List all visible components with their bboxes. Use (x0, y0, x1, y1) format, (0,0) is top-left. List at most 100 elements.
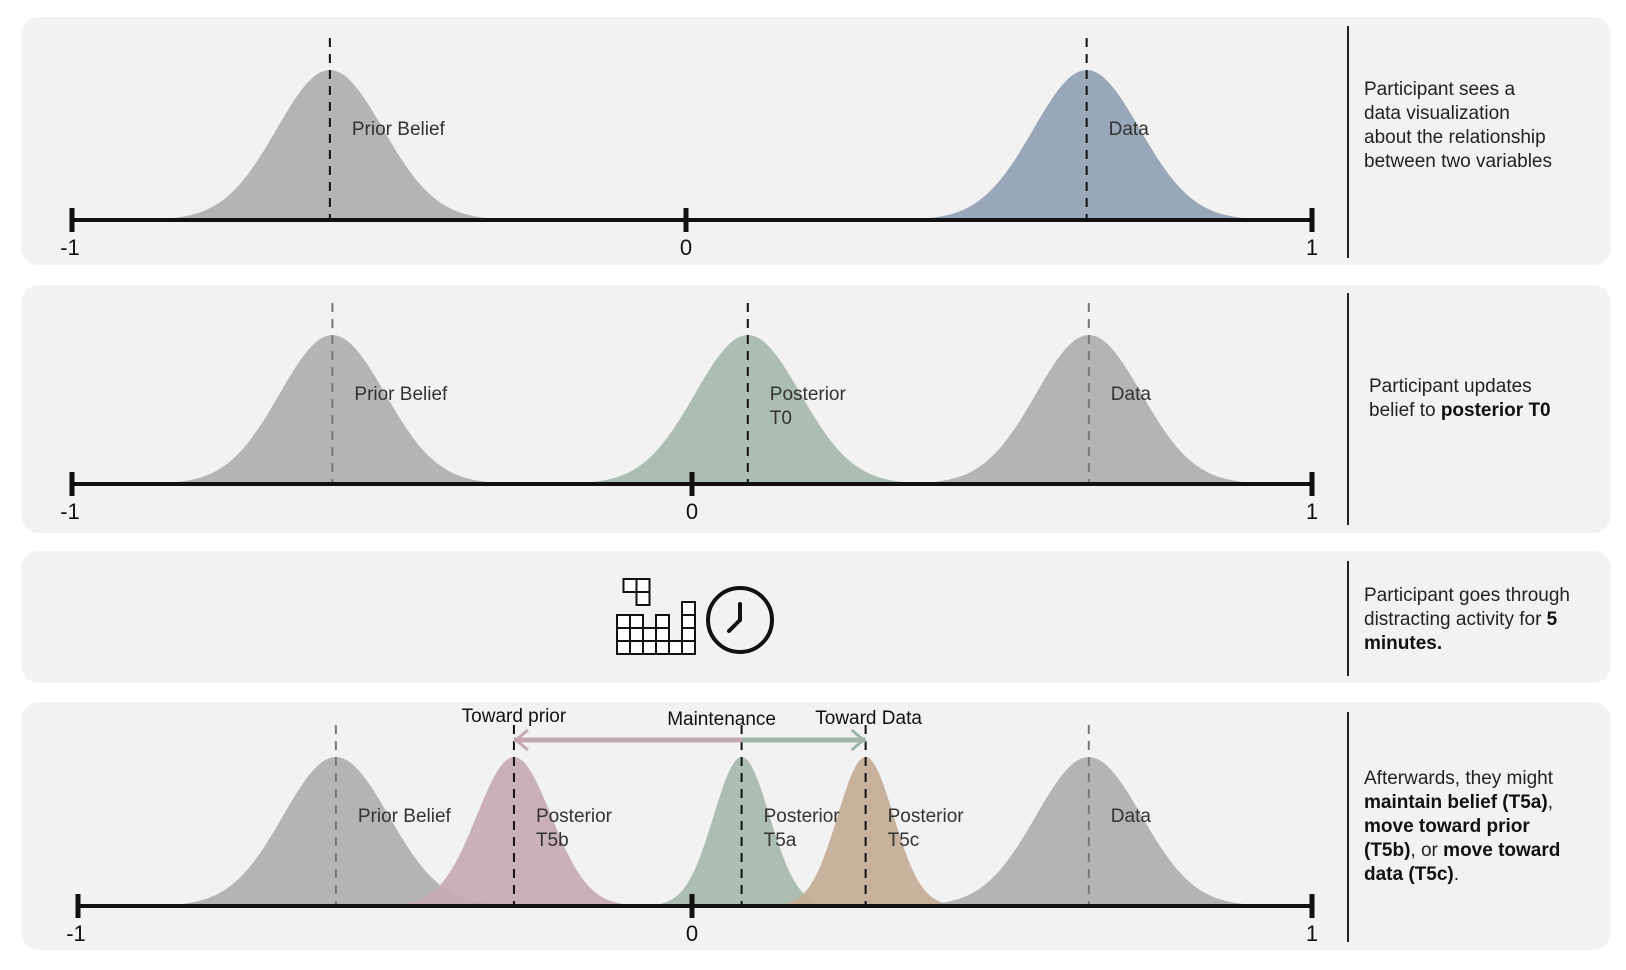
divider-3 (1347, 561, 1349, 676)
caption-line: data (T5c). (1364, 863, 1560, 887)
caption-line: maintain belief (T5a), (1364, 791, 1560, 815)
caption-text: data visualization (1364, 103, 1510, 124)
caption-line: data visualization (1364, 102, 1552, 126)
tetris-icon (629, 614, 644, 629)
curve-label: Posterior (536, 806, 613, 827)
caption-text: about the relationship (1364, 127, 1546, 148)
curve-label: T0 (770, 408, 792, 429)
axis-tick-label: -1 (60, 499, 80, 524)
curve-label: Posterior (888, 806, 965, 827)
caption-text: distracting activity for (1364, 609, 1547, 630)
curve-label: Data (1109, 119, 1150, 140)
tetris-icon (616, 627, 631, 642)
tetris-icon (616, 614, 631, 629)
caption-bold-text: maintain belief (T5a) (1364, 792, 1548, 813)
arrowhead-left (513, 728, 529, 752)
caption-text: belief to (1369, 400, 1441, 421)
caption-bold-text: posterior T0 (1440, 400, 1551, 421)
divider-4 (1347, 712, 1349, 942)
caption-bold-text: move toward prior (1364, 816, 1530, 837)
clock-icon (706, 586, 774, 654)
tetris-icon (622, 578, 638, 593)
curve-label: Prior Belief (354, 384, 448, 405)
arrow-label-toward-prior: Toward prior (462, 706, 567, 727)
caption-text: Participant sees a (1364, 79, 1516, 100)
tetris-icon (681, 640, 696, 655)
distribution-curve (748, 757, 983, 906)
caption-bold-text: move toward (1443, 840, 1561, 861)
curve-label: Posterior (770, 384, 847, 405)
caption-panel-1: Participant sees a data visualization abou… (1364, 78, 1552, 174)
curve-label: T5a (764, 830, 797, 851)
caption-bold-text: (T5b) (1364, 840, 1411, 861)
axis-tick-label: -1 (60, 235, 80, 260)
axis-tick-label: 0 (686, 499, 698, 524)
distribution-curve (526, 335, 970, 484)
caption-panel-2: Participant updates belief to posterior T… (1369, 375, 1551, 423)
tetris-icon (635, 591, 651, 606)
distribution-curve (867, 757, 1311, 906)
caption-bold-text: 5 (1546, 609, 1558, 630)
axis-tick-label: 1 (1306, 235, 1318, 260)
tetris-icon (655, 614, 670, 629)
axis-tick-label: 1 (1306, 921, 1318, 946)
arrowhead-right (850, 728, 866, 752)
caption-line: distracting activity for 5 (1364, 608, 1570, 632)
caption-text: Participant goes through (1364, 585, 1570, 606)
tetris-icon (681, 627, 696, 642)
tetris-icon (681, 601, 696, 616)
caption-bold-text: data (T5c) (1364, 864, 1454, 885)
arrow-label-toward-data: Toward Data (815, 708, 922, 729)
axis-tick-label: 0 (686, 921, 698, 946)
caption-line: (T5b), or move toward (1364, 839, 1560, 863)
caption-line: Afterwards, they might (1364, 767, 1560, 791)
tetris-icon (635, 578, 651, 593)
distribution-curve (863, 70, 1311, 220)
distribution-curve (111, 335, 554, 484)
distribution-curve (357, 757, 671, 906)
caption-line: minutes. (1364, 632, 1570, 656)
tetris-icon (642, 640, 657, 655)
axis-tick-label: 0 (680, 235, 692, 260)
curve-label: T5c (888, 830, 920, 851)
distribution-curve (106, 70, 554, 220)
panel-distraction (21, 551, 1611, 683)
caption-text: , or (1410, 840, 1444, 861)
curve-label: Data (1111, 806, 1152, 827)
distribution-curve (624, 757, 859, 906)
curve-label: Prior Belief (358, 806, 452, 827)
tetris-icon (681, 614, 696, 629)
tetris-icon (629, 627, 644, 642)
curve-label: Posterior (764, 806, 841, 827)
caption-text: Afterwards, they might (1364, 768, 1554, 789)
distribution-curve (867, 335, 1311, 484)
tetris-icon (642, 627, 657, 642)
caption-text: Participant updates (1369, 376, 1532, 397)
caption-text: . (1453, 864, 1460, 885)
tetris-icon (616, 640, 631, 655)
tetris-icon (655, 627, 670, 642)
caption-line: move toward prior (1364, 815, 1560, 839)
caption-line: Participant sees a (1364, 78, 1552, 102)
caption-line: between two variables (1364, 150, 1552, 174)
distribution-curve (114, 757, 558, 906)
caption-bold-text: minutes. (1364, 633, 1443, 654)
tetris-icon (629, 640, 644, 655)
caption-panel-4: Afterwards, they might maintain belief (T… (1364, 767, 1560, 887)
arrow-label-maintenance: Maintenance (667, 709, 776, 730)
tetris-icon (668, 640, 683, 655)
curve-label: Data (1111, 384, 1152, 405)
caption-line: Participant updates (1369, 375, 1551, 399)
axis-tick-label: 1 (1306, 499, 1318, 524)
axis-tick-label: -1 (66, 921, 86, 946)
clock-hand-icon (727, 618, 742, 633)
caption-line: Participant goes through (1364, 584, 1570, 608)
caption-text: , (1547, 792, 1553, 813)
tetris-icon (655, 640, 670, 655)
curve-label: T5b (536, 830, 569, 851)
divider-2 (1347, 293, 1349, 525)
caption-panel-3: Participant goes through distracting acti… (1364, 584, 1570, 656)
caption-text: between two variables (1364, 151, 1552, 172)
divider-1 (1347, 26, 1349, 258)
